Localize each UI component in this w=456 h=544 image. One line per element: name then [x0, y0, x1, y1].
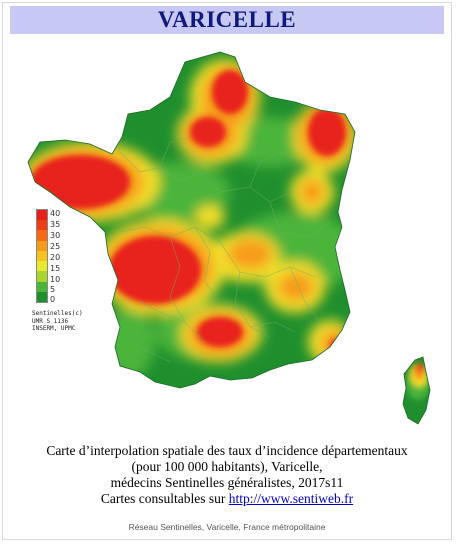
- footer-text: Réseau Sentinelles, Varicelle, France mé…: [128, 522, 326, 532]
- caption-line: (pour 100 000 habitants), Varicelle,: [131, 459, 323, 474]
- credit-line: Sentinelles(c): [32, 310, 83, 317]
- legend-swatch: [37, 291, 47, 302]
- title-bar: VARICELLE: [10, 6, 444, 34]
- legend-tick: 5: [50, 285, 56, 294]
- map-title: VARICELLE: [157, 7, 297, 32]
- credit-line: UMR S 1136: [32, 317, 69, 325]
- page-frame: [2, 2, 452, 540]
- legend-swatch: [37, 220, 47, 231]
- map-caption: Carte d’interpolation spatiale des taux …: [10, 443, 444, 507]
- legend-swatch: [37, 240, 47, 251]
- legend-swatch: [37, 281, 47, 292]
- caption-line: médecins Sentinelles généralistes, 2017s…: [110, 475, 344, 490]
- legend-swatch: [37, 271, 47, 282]
- credit-line: INSERM, UPMC: [32, 325, 76, 332]
- france-map: [20, 42, 440, 432]
- color-legend: 40 35 30 25 20 15 10 5 0: [32, 204, 76, 304]
- legend-tick: 20: [50, 253, 61, 262]
- sentiweb-link[interactable]: http://www.sentiweb.fr: [228, 491, 354, 506]
- legend-tick: 40: [50, 209, 61, 218]
- legend-tick: 10: [50, 275, 61, 284]
- legend-tick: 0: [50, 295, 56, 304]
- legend-swatch: [37, 230, 47, 241]
- mainland-outline: [27, 51, 356, 389]
- legend-swatch: [37, 261, 47, 272]
- caption-line: Cartes consultables sur http://www.senti…: [10, 491, 444, 507]
- legend-tick: 15: [50, 264, 61, 273]
- legend-swatch: [37, 250, 47, 262]
- legend-color-bar: [36, 209, 48, 303]
- legend-tick: 30: [50, 231, 61, 240]
- corsica-outline: [402, 356, 431, 425]
- legend-tick: 25: [50, 242, 61, 251]
- caption-link-prefix: Cartes consultables sur: [100, 491, 229, 506]
- mainland-choropleth: [28, 52, 355, 388]
- legend-ticks: 40 35 30 25 20 15 10 5 0: [50, 204, 74, 304]
- corsica-choropleth: [403, 357, 430, 424]
- map-credit: Sentinelles(c) UMR S 1136 INSERM, UPMC: [32, 310, 122, 333]
- legend-tick: 35: [50, 220, 61, 229]
- caption-line: Carte d’interpolation spatiale des taux …: [46, 443, 408, 458]
- legend-swatch: [37, 210, 47, 221]
